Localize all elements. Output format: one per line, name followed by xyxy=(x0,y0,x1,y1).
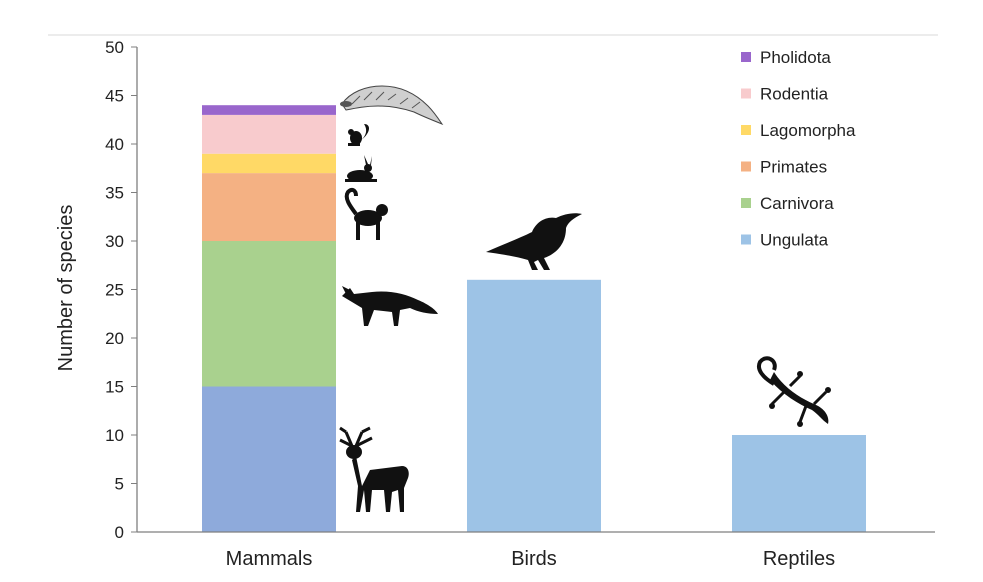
monkey-silhouette-icon xyxy=(344,187,388,240)
bar-reptiles-reptiles xyxy=(732,435,866,532)
legend-label-carnivora: Carnivora xyxy=(760,194,834,213)
legend-swatch-ungulata xyxy=(741,234,751,245)
y-axis-label: Number of species xyxy=(55,205,77,372)
bar-mammals-lagomorpha xyxy=(202,153,336,174)
y-tick-label: 30 xyxy=(105,232,124,251)
y-ticks: 0 5 10 15 20 25 30 35 40 45 50 xyxy=(105,38,137,542)
x-tick-label-mammals: Mammals xyxy=(226,548,313,570)
bird-silhouette-icon xyxy=(486,213,582,270)
pangolin-silhouette-icon xyxy=(340,85,444,126)
bar-mammals-ungulata xyxy=(202,386,336,532)
legend-label-lagomorpha: Lagomorpha xyxy=(760,121,856,140)
legend-swatch-lagomorpha xyxy=(741,125,751,135)
y-tick-label: 5 xyxy=(115,475,124,494)
fox-silhouette-icon xyxy=(342,286,438,326)
bars xyxy=(202,105,866,532)
bar-mammals-rodentia xyxy=(202,114,336,154)
x-tick-label-birds: Birds xyxy=(511,548,557,570)
y-tick-label: 50 xyxy=(105,38,124,57)
legend-label-pholidota: Pholidota xyxy=(760,48,831,67)
legend-swatch-primates xyxy=(741,161,751,172)
y-tick-label: 10 xyxy=(105,426,124,445)
legend: Pholidota Rodentia Lagomorpha Primates Carni… xyxy=(741,48,856,250)
legend-swatch-carnivora xyxy=(741,198,751,208)
y-tick-label: 25 xyxy=(105,281,124,300)
bar-mammals-primates xyxy=(202,173,336,241)
y-tick-label: 45 xyxy=(105,87,124,106)
x-tick-label-reptiles: Reptiles xyxy=(763,548,835,570)
legend-swatch-rodentia xyxy=(741,88,751,99)
bar-mammals-pholidota xyxy=(202,105,336,115)
y-tick-label: 0 xyxy=(115,523,124,542)
bar-mammals-carnivora xyxy=(202,241,336,387)
y-tick-label: 20 xyxy=(105,329,124,348)
legend-label-rodentia: Rodentia xyxy=(760,85,829,104)
y-tick-label: 40 xyxy=(105,135,124,154)
bar-birds-birds xyxy=(467,279,601,532)
y-tick-label: 35 xyxy=(105,184,124,203)
legend-label-primates: Primates xyxy=(760,158,827,177)
x-tick-labels: Mammals Birds Reptiles xyxy=(226,548,835,570)
gecko-silhouette-icon xyxy=(757,356,831,427)
y-tick-label: 15 xyxy=(105,378,124,397)
squirrel-silhouette-icon xyxy=(348,124,370,146)
rabbit-silhouette-icon xyxy=(345,155,377,182)
legend-label-ungulata: Ungulata xyxy=(760,231,829,250)
deer-silhouette-icon xyxy=(339,426,409,512)
legend-swatch-pholidota xyxy=(741,52,751,62)
